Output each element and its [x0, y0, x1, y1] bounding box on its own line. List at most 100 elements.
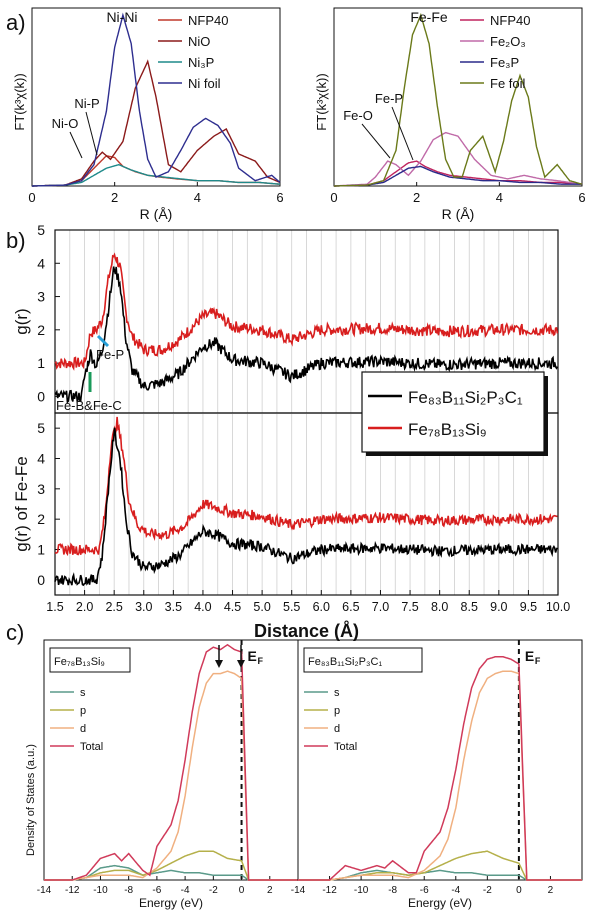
a_left-legend-label: Ni foil: [188, 76, 221, 91]
c_left-xtick-label: 0: [239, 885, 245, 896]
c_right-title-box: [303, 647, 423, 673]
a_left-series-line: [32, 59, 281, 187]
annotation-fe-b-fe-c: Fe-B&Fe-C: [56, 398, 122, 413]
c_left-xtick-label: -2: [209, 885, 218, 896]
panel-label-c: c): [6, 620, 24, 645]
b_bottom-xtick-label: 7.0: [372, 600, 389, 614]
legend-label: Fe₈₃B₁₁Si₂P₃C₁: [408, 388, 523, 407]
b_top-ytick-label: 1: [37, 355, 45, 371]
b_bottom-xtick-label: 4.0: [194, 600, 211, 614]
panel-label-b: b): [6, 228, 26, 253]
a_right-series-line: [334, 12, 583, 187]
b_bottom-ytick-label: 4: [37, 451, 45, 467]
b_bottom-xtick-label: 5.5: [283, 600, 300, 614]
c_right-series-line: [298, 670, 582, 881]
b_top-ytick-label: 3: [37, 289, 45, 305]
b_bottom-xtick-label: 6.5: [342, 600, 359, 614]
b_bottom-xtick-label: 4.5: [224, 600, 241, 614]
b_bottom-xlabel: Distance (Å): [254, 621, 359, 641]
c_right-legend-label: s: [334, 687, 340, 699]
c_left-legend-label: d: [80, 723, 86, 735]
a_left-xtick-label: 4: [194, 190, 201, 205]
b_bottom-xtick-label: 9.0: [490, 600, 507, 614]
b_bottom-xtick-label: 10.0: [546, 600, 570, 614]
b_bottom-xtick-label: 1.5: [46, 600, 63, 614]
c_right-xlabel: Energy (eV): [408, 896, 472, 910]
a_right-series-line: [334, 165, 582, 187]
b_bottom-ylabel: g(r) of Fe-Fe: [12, 456, 31, 551]
annotation-ni-o: Ni-O: [52, 116, 79, 131]
b_top-ytick-label: 2: [37, 322, 45, 338]
c_right-frame: [297, 639, 583, 881]
b_bottom-xtick-label: 7.5: [401, 600, 418, 614]
b_bottom-xtick-label: 6.0: [313, 600, 330, 614]
c_left-frame: [43, 639, 299, 881]
annotation-fe-o: Fe-O: [343, 108, 373, 123]
c_left-xtick-label: -14: [37, 885, 52, 896]
a_left-legend-label: NiO: [188, 34, 210, 49]
c_right-xtick-label: -2: [483, 885, 492, 896]
c_left-fermi-subscript: F: [258, 656, 264, 666]
b_top-ytick-label: 5: [37, 222, 45, 238]
c_right-legend-label: p: [334, 705, 340, 717]
c_right-fermi-subscript: F: [535, 656, 541, 666]
c_left-xtick-label: -6: [152, 885, 161, 896]
c_right-xtick-label: -4: [451, 885, 460, 896]
c_left-xtick-label: -10: [93, 885, 108, 896]
b_bottom-xtick-label: 5.0: [253, 600, 270, 614]
a_left-xtick-label: 6: [276, 190, 283, 205]
legend-label: Fe₇₈B₁₃Si₉: [408, 420, 487, 439]
c_left-fermi-label: E: [248, 648, 257, 664]
a_right-legend-label: Fe₂O₃: [490, 34, 526, 49]
b_bottom-xtick-label: 3.5: [165, 600, 182, 614]
c_left-xtick-label: -4: [181, 885, 190, 896]
a_left-legend-label: Ni₃P: [188, 55, 214, 70]
a_right-xlabel: R (Å): [442, 206, 475, 222]
c_left-series-line: [44, 850, 298, 881]
b_top-ytick-label: 4: [37, 255, 45, 271]
b_bottom-xtick-label: 8.5: [461, 600, 478, 614]
c_left-ylabel: Density of States (a.u.): [25, 744, 37, 856]
a_right-series-line: [334, 131, 583, 187]
annotation-ni-ni: Ni-Ni: [106, 9, 137, 25]
c_left-title-box: [49, 647, 131, 673]
c_left-legend-label: Total: [80, 741, 103, 753]
annotation-ni-p: Ni-P: [74, 96, 99, 111]
a_right-xtick-label: 2: [413, 190, 420, 205]
c_left-series-line: [44, 670, 298, 881]
b_bottom-ytick-label: 2: [37, 511, 45, 527]
a_left-ylabel: FT(k³χ(k)): [12, 73, 27, 130]
b_bottom-series-line: [54, 416, 558, 557]
c_left-xtick-label: -12: [65, 885, 80, 896]
b_top-ylabel: g(r): [12, 308, 31, 334]
a_left-series-line: [32, 12, 281, 187]
c_right-xtick-label: -14: [291, 885, 306, 896]
c_left-legend-label: p: [80, 705, 86, 717]
annotation-arrowhead: [215, 660, 223, 668]
b_bottom-series-line: [54, 427, 559, 587]
c_right-xtick-label: -6: [420, 885, 429, 896]
a_left-series-line: [32, 163, 281, 187]
charts-group: 0 2 4 6 R (Å) FT(k³χ(k)) NFP40 NiO Ni₃P Ni foil 0 2…: [12, 7, 586, 910]
a_right-xtick-label: 4: [496, 190, 503, 205]
b_bottom-xtick-label: 8.0: [431, 600, 448, 614]
panel-label-a: a): [6, 10, 26, 35]
legend-box: [361, 371, 545, 453]
c_right-fermi-label: E: [525, 648, 534, 664]
a_right-legend-label: NFP40: [490, 13, 530, 28]
c_right-xtick-label: -12: [322, 885, 337, 896]
c_right-xtick-label: 2: [548, 885, 554, 896]
annotation-fe-p: Fe-P: [375, 91, 403, 106]
annotation-arrowhead: [237, 660, 245, 668]
b_bottom-ytick-label: 1: [37, 542, 45, 558]
a_right-ylabel: FT(k³χ(k)): [314, 73, 329, 130]
annotation-arrow: [69, 131, 83, 159]
c_left-xlabel: Energy (eV): [139, 896, 203, 910]
annotation-fe-p: Fe-P: [96, 347, 124, 362]
b_bottom-frame: [54, 412, 559, 596]
a_left-xlabel: R (Å): [140, 206, 173, 222]
annotation-arrow: [96, 334, 110, 348]
a_left-legend-label: NFP40: [188, 13, 228, 28]
c_right-xtick-label: -10: [354, 885, 369, 896]
